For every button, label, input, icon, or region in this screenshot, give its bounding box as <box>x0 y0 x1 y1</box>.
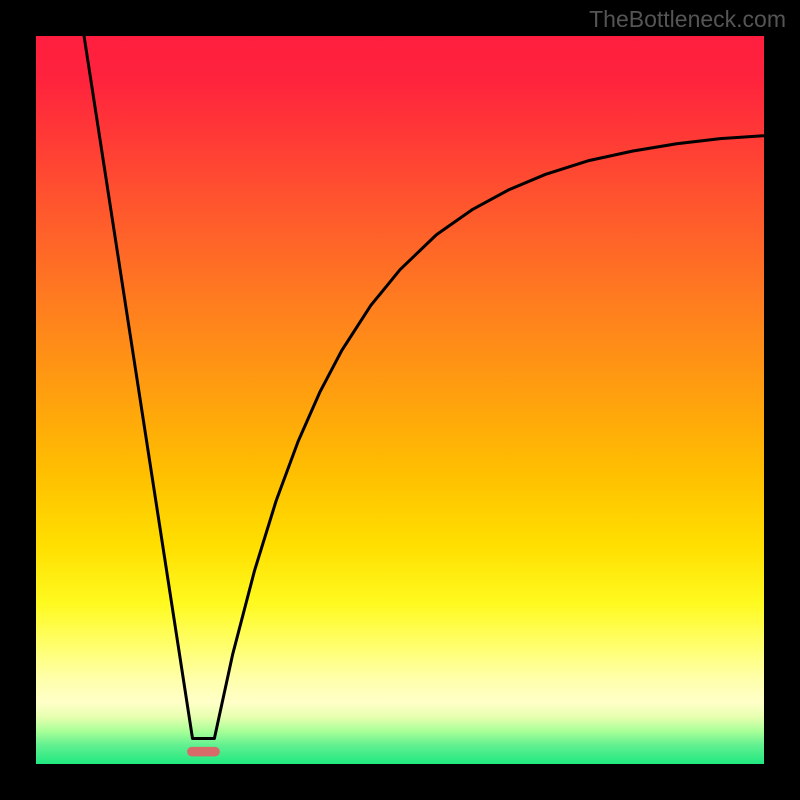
chart-svg <box>0 0 800 800</box>
watermark-text: TheBottleneck.com <box>589 6 786 33</box>
bottleneck-chart: TheBottleneck.com <box>0 0 800 800</box>
